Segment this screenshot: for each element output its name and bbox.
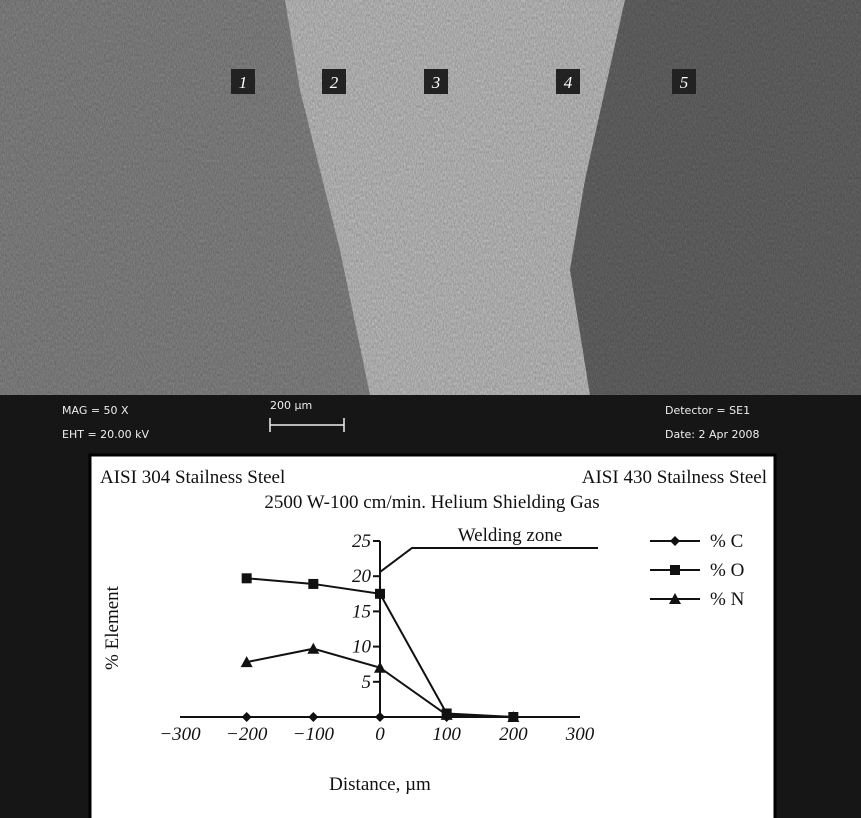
eht-info: EHT = 20.00 kV [62, 428, 150, 441]
y-tick-label: 15 [352, 601, 371, 622]
x-tick-label: 100 [432, 724, 461, 745]
title-left: AISI 304 Stailness Steel [100, 467, 285, 488]
data-point [242, 573, 252, 583]
scale-label: 200 µm [270, 399, 312, 412]
data-point [308, 579, 318, 589]
zone-label: 1 [239, 73, 248, 92]
x-tick-label: −200 [226, 724, 268, 745]
y-tick-label: 5 [362, 672, 372, 693]
x-tick-label: −300 [159, 724, 201, 745]
detector-info: Detector = SE1 [665, 404, 750, 417]
subtitle: 2500 W-100 cm/min. Helium Shielding Gas [264, 492, 599, 513]
x-tick-label: −100 [293, 724, 335, 745]
x-tick-label: 300 [565, 724, 595, 745]
x-tick-label: 0 [375, 724, 385, 745]
zone-label: 3 [431, 73, 441, 92]
legend-label: % N [710, 589, 745, 610]
y-tick-label: 25 [352, 531, 371, 552]
legend-marker [670, 565, 680, 575]
y-tick-label: 20 [352, 566, 372, 587]
texture [0, 0, 861, 395]
data-point [375, 589, 385, 599]
title-right: AISI 430 Stailness Steel [582, 467, 767, 488]
y-axis-label: % Element [102, 585, 123, 670]
date-info: Date: 2 Apr 2008 [665, 428, 760, 441]
mag-info: MAG = 50 X [62, 404, 129, 417]
x-axis-label: Distance, µm [329, 774, 431, 795]
micrograph: 1 2 3 4 5 [0, 0, 861, 395]
y-tick-label: 10 [352, 637, 372, 658]
page: 1 2 3 4 5 MAG = 50 X EHT = 20.00 kV 200 … [0, 0, 861, 818]
figure: 1 2 3 4 5 MAG = 50 X EHT = 20.00 kV 200 … [0, 0, 861, 818]
legend-label: % C [710, 531, 743, 552]
zone-label: 2 [330, 73, 339, 92]
annotation: Welding zone [458, 525, 563, 546]
legend-label: % O [710, 560, 744, 581]
zone-label: 5 [680, 73, 689, 92]
zone-label: 4 [564, 73, 573, 92]
x-tick-label: 200 [499, 724, 528, 745]
